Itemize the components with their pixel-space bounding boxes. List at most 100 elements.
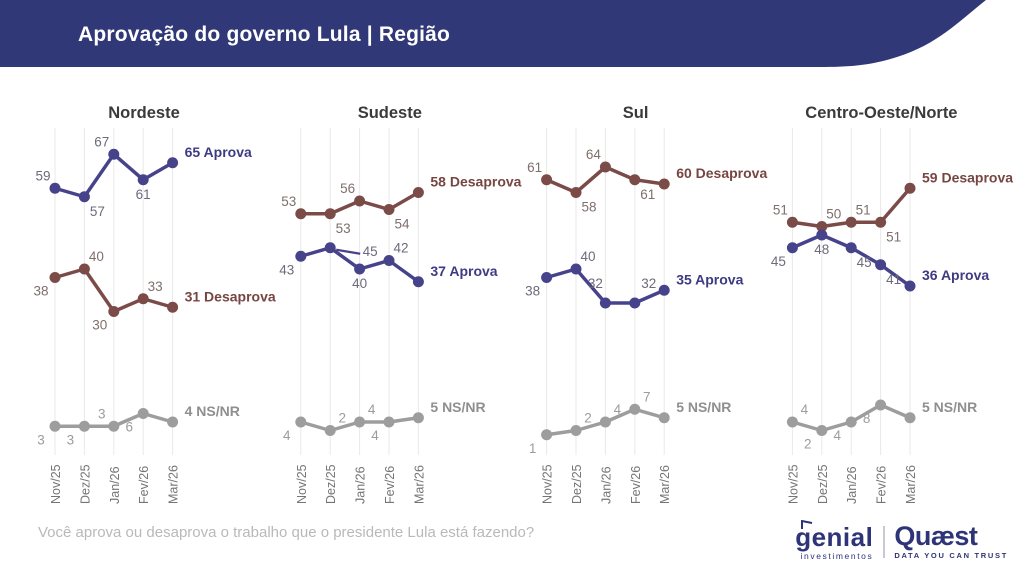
data-point bbox=[324, 242, 336, 254]
x-axis-label: Nov/25 bbox=[786, 464, 800, 504]
data-point bbox=[658, 412, 670, 424]
data-point bbox=[875, 216, 887, 228]
point-label: 40 bbox=[580, 249, 595, 264]
data-point bbox=[78, 263, 90, 275]
data-point bbox=[658, 178, 670, 190]
point-label: 45 bbox=[363, 244, 378, 259]
x-axis-label: Mar/26 bbox=[904, 465, 918, 504]
point-label: 38 bbox=[525, 284, 540, 299]
point-label: 2 bbox=[338, 411, 346, 426]
point-label: 67 bbox=[94, 134, 109, 149]
series-desaprova: 51 50 51 51 59 Desaprova bbox=[773, 169, 1013, 244]
point-label: 59 bbox=[35, 168, 50, 183]
series-end-label: 31 Desaprova bbox=[185, 288, 276, 304]
point-label: 3 bbox=[67, 432, 75, 447]
series-end-label: 36 Aprova bbox=[922, 267, 989, 283]
chart-title: Nordeste bbox=[108, 104, 180, 122]
data-point bbox=[383, 255, 395, 266]
quaest-logo: Quæst DATA YOU CAN TRUST bbox=[894, 521, 1008, 560]
point-label: 42 bbox=[393, 241, 408, 256]
genial-logo-text: genial bbox=[795, 522, 874, 552]
data-point bbox=[658, 284, 670, 296]
data-point bbox=[599, 416, 611, 428]
x-axis-label: Fev/26 bbox=[137, 466, 151, 504]
series-aprova: 59 57 67 61 65 Aprova bbox=[35, 134, 252, 219]
series-end-label: 60 Desaprova bbox=[676, 165, 767, 181]
point-label: 45 bbox=[771, 254, 786, 269]
point-label: 57 bbox=[90, 204, 105, 219]
data-point bbox=[786, 242, 798, 254]
data-point bbox=[354, 195, 366, 207]
point-label: 41 bbox=[886, 272, 901, 287]
series-desaprova: 38 40 30 33 31 Desaprova bbox=[33, 249, 275, 333]
gridlines bbox=[546, 128, 665, 455]
point-label: 40 bbox=[352, 276, 367, 291]
series-nsnr: 4 2 4 4 5 NS/NR bbox=[283, 399, 486, 443]
series-end-label: 4 NS/NR bbox=[185, 403, 240, 419]
data-point bbox=[108, 420, 120, 432]
data-point bbox=[599, 297, 611, 309]
series-nsnr: 4 2 4 8 5 NS/NR bbox=[786, 399, 977, 452]
data-point bbox=[167, 301, 179, 313]
point-label: 8 bbox=[863, 411, 871, 426]
point-label: 53 bbox=[336, 221, 351, 236]
x-axis-label: Jan/26 bbox=[354, 466, 368, 504]
point-label: 4 bbox=[833, 428, 841, 443]
point-label: 32 bbox=[641, 276, 656, 291]
data-point bbox=[295, 250, 307, 262]
data-point bbox=[570, 263, 582, 275]
data-point bbox=[786, 416, 798, 428]
series-end-label: 65 Aprova bbox=[185, 144, 252, 160]
data-point bbox=[412, 412, 424, 424]
x-axis-labels: Nov/25 Dez/25 Jan/26 Fev/26 Mar/26 bbox=[541, 464, 673, 504]
header-banner bbox=[0, 0, 986, 67]
genial-logo-subtext: investimentos bbox=[800, 551, 874, 561]
data-point bbox=[845, 216, 857, 228]
data-point bbox=[541, 174, 553, 186]
data-point bbox=[845, 242, 857, 254]
point-label: 7 bbox=[643, 389, 651, 404]
point-label: 4 bbox=[614, 402, 622, 417]
series-end-label: 59 Desaprova bbox=[922, 169, 1013, 185]
data-point bbox=[137, 408, 149, 419]
x-axis-label: Dez/25 bbox=[816, 464, 830, 504]
x-axis-labels: Nov/25 Dez/25 Jan/26 Fev/26 Mar/26 bbox=[295, 464, 427, 504]
point-label: 1 bbox=[529, 441, 537, 456]
data-point bbox=[167, 157, 179, 169]
point-label: 51 bbox=[886, 229, 901, 244]
point-label: 54 bbox=[394, 217, 410, 232]
data-point bbox=[108, 306, 120, 317]
point-label: 32 bbox=[588, 276, 603, 291]
point-label: 61 bbox=[640, 187, 655, 202]
x-axis-label: Mar/26 bbox=[658, 465, 672, 504]
point-label: 61 bbox=[136, 187, 151, 202]
point-label: 61 bbox=[527, 160, 542, 175]
x-axis-label: Nov/25 bbox=[295, 464, 309, 504]
data-point bbox=[354, 263, 366, 275]
point-label: 58 bbox=[581, 200, 596, 215]
data-point bbox=[78, 420, 90, 432]
data-point bbox=[875, 399, 887, 411]
data-point bbox=[599, 161, 611, 173]
x-axis-label: Dez/25 bbox=[324, 464, 338, 504]
logo-divider bbox=[883, 526, 886, 558]
data-point bbox=[78, 191, 90, 203]
data-point bbox=[137, 174, 149, 186]
point-label: 38 bbox=[33, 284, 48, 299]
x-axis-label: Mar/26 bbox=[167, 465, 181, 504]
data-point bbox=[904, 412, 916, 424]
x-axis-label: Fev/26 bbox=[383, 466, 397, 504]
series-end-label: 58 Desaprova bbox=[430, 174, 521, 190]
x-axis-label: Jan/26 bbox=[845, 466, 859, 504]
point-label: 6 bbox=[125, 420, 133, 435]
page-title: Aprovação do governo Lula | Região bbox=[78, 23, 451, 46]
data-point bbox=[412, 187, 424, 198]
data-point bbox=[816, 221, 828, 232]
data-point bbox=[354, 416, 366, 428]
point-label: 4 bbox=[283, 428, 291, 443]
chart-title: Sudeste bbox=[358, 104, 422, 122]
gridlines bbox=[300, 128, 419, 455]
data-point bbox=[845, 416, 857, 428]
data-point bbox=[383, 416, 395, 428]
